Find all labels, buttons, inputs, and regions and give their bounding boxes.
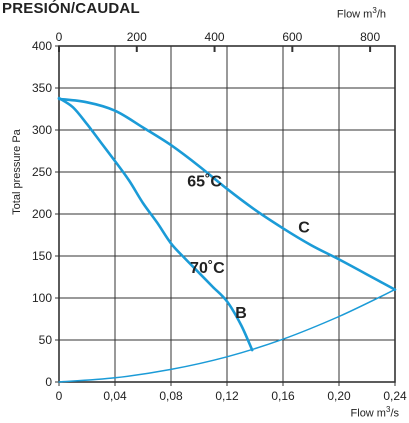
y-tick-label: 200 [32,207,52,221]
x-tick-label: 0,16 [271,389,295,403]
x-tick-label: 0,24 [383,389,407,403]
x2-tick-label: 0 [56,30,63,44]
x-tick-label: 0,20 [327,389,351,403]
page-title: PRESIÓN/CAUDAL [2,0,140,17]
bottom-axis-label-text: Flow m [350,407,386,420]
curve-b [57,96,254,352]
curve-annotation: 65˚C [187,173,222,190]
top-axis-label-suffix: /h [376,8,386,21]
x2-tick-label: 200 [127,30,147,44]
x-tick-label: 0,04 [103,389,127,403]
y-tick-label: 300 [32,123,52,137]
x2-tick-label: 600 [282,30,302,44]
plot-frame [58,45,396,383]
curve-annotation: C [298,219,310,236]
curve-annotation: 70˚C [190,260,225,277]
x2-tick-label: 400 [205,30,225,44]
x-tick-label: 0 [56,389,63,403]
top-axis-label-sup: 3 [372,6,377,15]
y-tick-label: 0 [45,375,52,389]
bottom-axis-label-sup: 3 [385,405,391,414]
curve-c [57,97,397,291]
y-tick-label: 100 [32,291,52,305]
bottom-axis-label-suffix: /s [390,407,399,420]
x-tick-label: 0,08 [159,389,183,403]
system-curve [58,288,396,383]
y-tick-label: 150 [32,249,52,263]
top-axis-label-text: Flow m [336,8,373,21]
y-tick-label: 400 [32,39,52,53]
y-tick-label: 50 [39,333,53,347]
x2-tick-label: 800 [360,30,380,44]
x-tick-label: 0,12 [215,389,239,403]
y-tick-label: 250 [32,165,52,179]
y-tick-label: 350 [32,81,52,95]
top-axis-label: Flow m3/h [337,6,386,21]
curve-annotation: B [235,305,247,322]
bottom-axis-label: Flow m3/s [351,405,399,420]
